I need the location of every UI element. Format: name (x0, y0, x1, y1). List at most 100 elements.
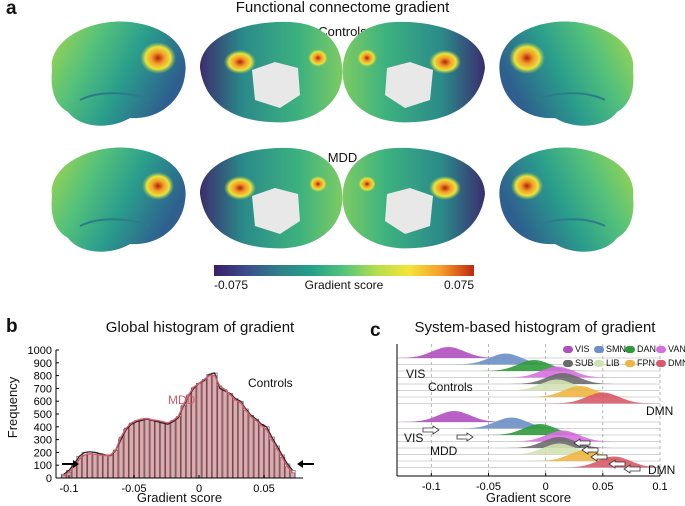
y-tick-label: 500 (34, 409, 52, 421)
ridge-sub (488, 437, 630, 448)
mdd-bar (222, 389, 228, 479)
brain-medial-right-controls (342, 21, 485, 123)
y-tick-label: 300 (34, 435, 52, 447)
y-tick-label: 200 (34, 447, 52, 459)
mdd-bar (238, 402, 243, 479)
mdd-bar (123, 427, 129, 479)
mdd-bar (92, 454, 98, 479)
legend-label: LIB (606, 358, 620, 368)
ridge-lib (486, 379, 628, 391)
mdd-bar (217, 385, 223, 479)
mdd-bar (155, 420, 160, 479)
legend-swatch (594, 359, 604, 367)
mdd-bar (227, 394, 233, 479)
brain-surfaces (51, 21, 634, 252)
mdd-bar (82, 454, 87, 479)
mdd-bar (97, 454, 103, 479)
mdd-bar (207, 375, 212, 479)
shift-arrow-icon (573, 438, 591, 448)
sys-label-vis-bottom: VIS (404, 431, 424, 445)
legend-label: DMN (668, 358, 685, 368)
legend-label: VAN (668, 344, 685, 354)
colorbar (214, 265, 474, 276)
mdd-bar (243, 409, 249, 479)
y-tick-label: 900 (34, 358, 52, 370)
mdd-bar (108, 454, 113, 479)
shift-arrow-icon (422, 425, 440, 435)
x-tick-label: 0.05 (253, 483, 274, 495)
ridge-van (492, 430, 634, 442)
ridge-smn (440, 417, 582, 429)
ridge-fpn (509, 386, 651, 397)
controls-row-label: Controls (318, 24, 367, 39)
y-tick-label: 1000 (28, 345, 52, 357)
shift-arrow-icon (623, 464, 641, 474)
mdd-bar (103, 455, 108, 479)
legend-swatch (625, 359, 635, 367)
legend-swatch (625, 345, 635, 353)
mdd-bar (113, 449, 119, 479)
y-tick-label: 0 (46, 473, 52, 485)
legend-item-fpn: FPN (625, 358, 655, 368)
controls-curve (63, 372, 294, 475)
x-tick-label: -0.1 (60, 483, 79, 495)
right-arrow-icon (297, 460, 314, 468)
ridge-fpn (515, 450, 657, 461)
mdd-bar (165, 422, 171, 479)
shift-arrow-icon (590, 452, 608, 462)
ridge-sub (492, 373, 634, 384)
legend-item-vis: VIS (563, 344, 590, 354)
sys-label-vis-top: VIS (406, 367, 426, 381)
mdd-bar (264, 429, 269, 479)
mdd-bar (290, 472, 295, 479)
legend-label: SMN (606, 344, 626, 354)
mdd-bar (149, 419, 155, 479)
legend-label: DAN (637, 344, 657, 354)
legend-swatch (656, 345, 666, 353)
sys-x-tick-label: 0.05 (592, 481, 613, 493)
sys-label-controls: Controls (428, 380, 473, 394)
brain-medial-right-mdd (342, 147, 485, 249)
mdd-bar (248, 416, 254, 479)
x-tick-label: 0 (196, 483, 202, 495)
y-tick-label: 800 (34, 371, 52, 383)
mdd-bar (253, 420, 259, 479)
sys-x-tick-label: 0 (543, 481, 549, 493)
mdd-bar (269, 439, 275, 479)
ridge-vis (385, 411, 525, 422)
legend-label: FPN (637, 358, 655, 368)
ridge-vis (385, 347, 519, 358)
sys-x-tick-label: -0.05 (476, 481, 501, 493)
legend-label: SUB (575, 358, 594, 368)
ridge-dmn (532, 392, 674, 404)
colorbar-min-label: -0.075 (214, 278, 249, 292)
mdd-row-label: MDD (327, 150, 358, 165)
ridge-van (486, 366, 628, 378)
brain-lateral-left-mdd (51, 147, 186, 252)
sys-x-tick-label: -0.1 (422, 481, 441, 493)
legend-item-dan: DAN (625, 344, 656, 354)
mdd-bar (170, 420, 176, 479)
shift-arrows (422, 425, 641, 474)
y-tick-label: 400 (34, 422, 52, 434)
system-legend: VIS SMN DAN VAN SUB LIB FPN DMN (563, 344, 685, 374)
x-tick-label: -0.05 (121, 483, 146, 495)
mdd-bar (139, 418, 145, 479)
sys-label-dmn-top: DMN (646, 404, 674, 418)
mdd-bar (186, 394, 191, 479)
legend-item-smn: SMN (594, 344, 626, 354)
legend-swatch (594, 345, 604, 353)
brain-lateral-right-mdd (499, 147, 634, 252)
mdd-curve (63, 374, 294, 476)
sys-xlabel: Gradient score (485, 490, 572, 505)
shift-arrow-icon (581, 445, 599, 455)
legend-swatch (656, 359, 666, 367)
brain-lateral-right-controls (499, 21, 634, 126)
brain-medial-left-controls (200, 21, 343, 123)
y-tick-label: 100 (34, 460, 52, 472)
shift-arrow-icon (608, 459, 626, 469)
panel-b-title: Global histogram of gradient (105, 319, 295, 336)
mdd-bar (201, 379, 207, 479)
mdd-bar (212, 375, 217, 479)
